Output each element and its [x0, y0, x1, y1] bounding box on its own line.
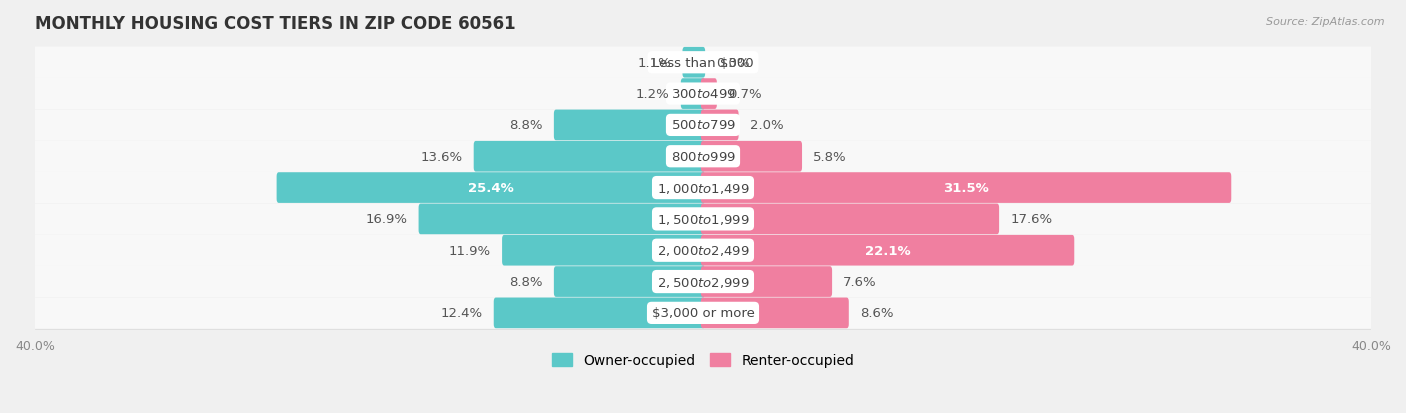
FancyBboxPatch shape [35, 79, 1371, 110]
Text: Less than $300: Less than $300 [652, 57, 754, 69]
FancyBboxPatch shape [502, 235, 706, 266]
Text: MONTHLY HOUSING COST TIERS IN ZIP CODE 60561: MONTHLY HOUSING COST TIERS IN ZIP CODE 6… [35, 15, 516, 33]
Text: 12.4%: 12.4% [440, 306, 482, 320]
Text: Source: ZipAtlas.com: Source: ZipAtlas.com [1267, 17, 1385, 26]
FancyBboxPatch shape [277, 173, 706, 204]
FancyBboxPatch shape [700, 235, 1074, 266]
Text: 1.1%: 1.1% [637, 57, 671, 69]
FancyBboxPatch shape [35, 47, 1371, 79]
FancyBboxPatch shape [700, 298, 849, 328]
FancyBboxPatch shape [554, 110, 706, 141]
Text: 2.0%: 2.0% [749, 119, 783, 132]
FancyBboxPatch shape [681, 79, 706, 110]
FancyBboxPatch shape [35, 297, 1371, 329]
FancyBboxPatch shape [35, 266, 1371, 297]
FancyBboxPatch shape [35, 204, 1371, 235]
Text: 7.6%: 7.6% [844, 275, 877, 288]
FancyBboxPatch shape [554, 266, 706, 297]
Text: 8.8%: 8.8% [509, 119, 543, 132]
FancyBboxPatch shape [700, 266, 832, 297]
Text: 8.6%: 8.6% [860, 306, 893, 320]
Text: 16.9%: 16.9% [366, 213, 408, 226]
Text: 13.6%: 13.6% [420, 150, 463, 163]
Text: 0.0%: 0.0% [717, 57, 749, 69]
Text: 25.4%: 25.4% [468, 182, 513, 195]
Text: $500 to $799: $500 to $799 [671, 119, 735, 132]
FancyBboxPatch shape [700, 204, 1000, 235]
Text: 8.8%: 8.8% [509, 275, 543, 288]
FancyBboxPatch shape [474, 142, 706, 172]
FancyBboxPatch shape [419, 204, 706, 235]
FancyBboxPatch shape [35, 141, 1371, 173]
FancyBboxPatch shape [35, 173, 1371, 204]
FancyBboxPatch shape [700, 142, 801, 172]
Text: $300 to $499: $300 to $499 [671, 88, 735, 101]
Text: 0.7%: 0.7% [728, 88, 762, 101]
FancyBboxPatch shape [700, 110, 738, 141]
FancyBboxPatch shape [35, 235, 1371, 266]
FancyBboxPatch shape [494, 298, 706, 328]
FancyBboxPatch shape [682, 48, 706, 78]
Text: 22.1%: 22.1% [865, 244, 910, 257]
FancyBboxPatch shape [700, 79, 717, 110]
Text: $2,000 to $2,499: $2,000 to $2,499 [657, 244, 749, 258]
Text: $2,500 to $2,999: $2,500 to $2,999 [657, 275, 749, 289]
FancyBboxPatch shape [700, 173, 1232, 204]
Text: 5.8%: 5.8% [813, 150, 846, 163]
Text: 11.9%: 11.9% [449, 244, 491, 257]
Text: 17.6%: 17.6% [1011, 213, 1053, 226]
Text: 31.5%: 31.5% [943, 182, 988, 195]
Text: $1,000 to $1,499: $1,000 to $1,499 [657, 181, 749, 195]
Text: $800 to $999: $800 to $999 [671, 150, 735, 163]
Legend: Owner-occupied, Renter-occupied: Owner-occupied, Renter-occupied [546, 348, 860, 373]
FancyBboxPatch shape [35, 110, 1371, 141]
Text: $3,000 or more: $3,000 or more [651, 306, 755, 320]
Text: $1,500 to $1,999: $1,500 to $1,999 [657, 212, 749, 226]
Text: 1.2%: 1.2% [636, 88, 669, 101]
